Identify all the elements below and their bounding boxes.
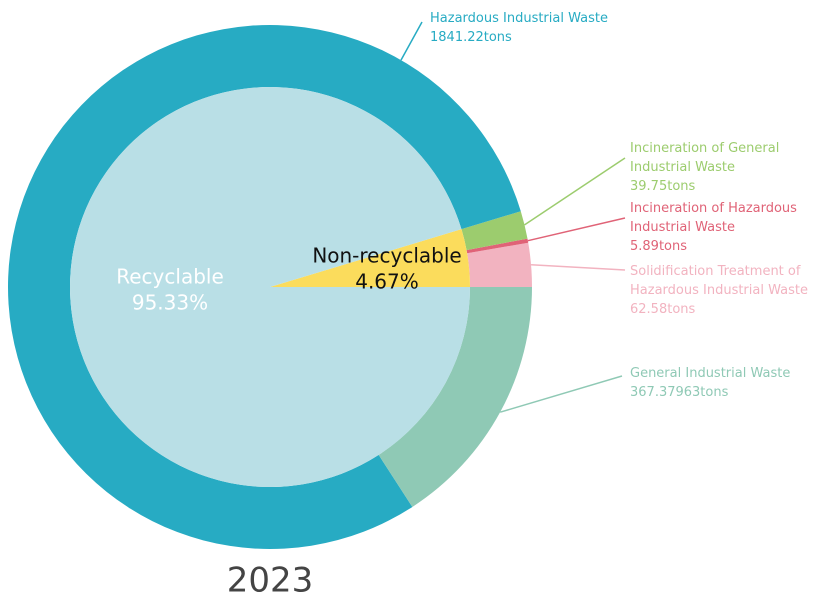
- inner-label: Non-recyclable: [312, 244, 461, 268]
- leader-line: [531, 264, 626, 271]
- inner-slice: [270, 229, 470, 287]
- outer-label: Solidification Treatment of Hazardous In…: [630, 264, 808, 298]
- outer-label: Incineration of General Industrial Waste: [630, 141, 780, 175]
- inner-slice: [70, 86, 471, 488]
- outer-label: Incineration of Hazardous Industrial Was…: [630, 201, 797, 235]
- inner-label: Recyclable: [116, 265, 224, 289]
- chart-title: 2023: [227, 561, 314, 601]
- leader-line: [400, 21, 423, 61]
- outer-value-label: 367.37963tons: [630, 385, 729, 400]
- outer-label: General Industrial Waste: [630, 366, 791, 381]
- outer-slice: [467, 242, 532, 287]
- outer-slice: [466, 238, 529, 254]
- outer-label: Hazardous Industrial Waste: [430, 11, 608, 26]
- outer-value-label: 39.75tons: [630, 179, 696, 194]
- outer-slice: [461, 211, 528, 251]
- leader-line: [527, 217, 626, 242]
- inner-value-label: 95.33%: [132, 291, 208, 315]
- outer-slice: [378, 287, 532, 507]
- outer-value-label: 62.58tons: [630, 302, 696, 317]
- leader-line: [524, 157, 626, 226]
- inner-value-label: 4.67%: [355, 270, 419, 294]
- outer-value-label: 5.89tons: [630, 239, 688, 254]
- leader-line: [499, 375, 623, 413]
- outer-value-label: 1841.22tons: [430, 30, 512, 45]
